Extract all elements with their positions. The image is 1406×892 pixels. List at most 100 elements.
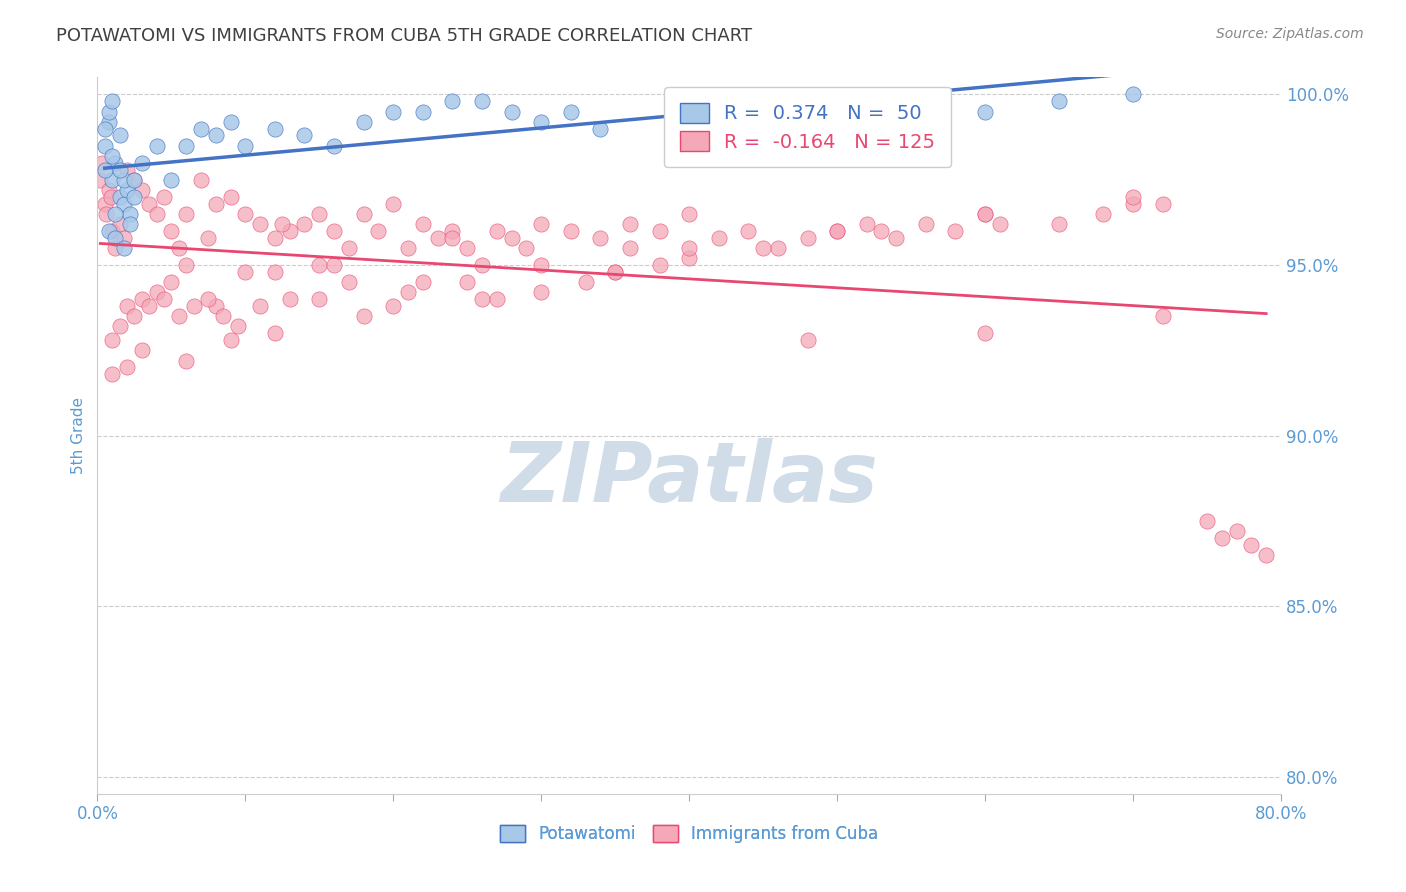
Point xyxy=(118,217,141,231)
Point xyxy=(1122,87,1144,102)
Point xyxy=(515,241,537,255)
Point xyxy=(108,217,131,231)
Point xyxy=(485,292,508,306)
Point xyxy=(945,224,967,238)
Point xyxy=(212,309,235,323)
Point xyxy=(145,207,167,221)
Point xyxy=(98,183,121,197)
Point xyxy=(204,299,226,313)
Point xyxy=(233,207,256,221)
Point xyxy=(124,173,146,187)
Point xyxy=(131,183,153,197)
Point xyxy=(233,138,256,153)
Point xyxy=(101,173,124,187)
Point xyxy=(190,173,212,187)
Point xyxy=(100,190,122,204)
Text: Source: ZipAtlas.com: Source: ZipAtlas.com xyxy=(1216,27,1364,41)
Point xyxy=(501,231,523,245)
Point xyxy=(94,121,117,136)
Point xyxy=(619,217,641,231)
Point xyxy=(308,258,330,272)
Point xyxy=(530,258,553,272)
Point xyxy=(456,275,478,289)
Point xyxy=(104,155,127,169)
Point xyxy=(131,292,153,306)
Point xyxy=(1225,524,1247,538)
Point xyxy=(456,241,478,255)
Point xyxy=(104,207,127,221)
Point xyxy=(115,360,138,375)
Point xyxy=(112,196,135,211)
Point xyxy=(249,217,271,231)
Point xyxy=(1152,309,1174,323)
Point xyxy=(174,138,197,153)
Point xyxy=(382,196,405,211)
Point xyxy=(825,95,848,109)
Point xyxy=(226,319,249,334)
Point xyxy=(974,207,997,221)
Point xyxy=(174,353,197,368)
Point xyxy=(678,251,700,265)
Point xyxy=(605,265,627,279)
Point xyxy=(855,217,877,231)
Point xyxy=(766,241,789,255)
Point xyxy=(441,224,464,238)
Point xyxy=(1122,196,1144,211)
Text: POTAWATOMI VS IMMIGRANTS FROM CUBA 5TH GRADE CORRELATION CHART: POTAWATOMI VS IMMIGRANTS FROM CUBA 5TH G… xyxy=(56,27,752,45)
Point xyxy=(678,104,700,119)
Point xyxy=(974,104,997,119)
Point xyxy=(974,207,997,221)
Point xyxy=(294,217,316,231)
Point xyxy=(271,217,294,231)
Point xyxy=(101,95,124,109)
Point xyxy=(560,104,582,119)
Point xyxy=(138,299,160,313)
Point xyxy=(796,231,818,245)
Point xyxy=(112,173,135,187)
Point xyxy=(988,217,1011,231)
Point xyxy=(367,224,389,238)
Point xyxy=(118,207,141,221)
Point xyxy=(900,104,922,119)
Point xyxy=(89,173,111,187)
Point xyxy=(530,285,553,300)
Point xyxy=(574,275,596,289)
Point xyxy=(278,224,301,238)
Point xyxy=(278,292,301,306)
Point xyxy=(382,104,405,119)
Point xyxy=(501,104,523,119)
Point xyxy=(323,224,346,238)
Point xyxy=(138,196,160,211)
Point xyxy=(648,258,671,272)
Point xyxy=(153,292,176,306)
Point xyxy=(441,231,464,245)
Point xyxy=(678,207,700,221)
Point xyxy=(90,155,112,169)
Point xyxy=(264,265,287,279)
Point xyxy=(471,258,494,272)
Point xyxy=(249,299,271,313)
Point xyxy=(471,95,494,109)
Point xyxy=(112,231,135,245)
Point xyxy=(94,138,117,153)
Point xyxy=(115,183,138,197)
Point xyxy=(870,224,893,238)
Point xyxy=(337,275,360,289)
Point xyxy=(752,241,775,255)
Point xyxy=(353,207,375,221)
Point xyxy=(174,258,197,272)
Point xyxy=(1152,196,1174,211)
Point xyxy=(264,326,287,341)
Point xyxy=(101,149,124,163)
Point xyxy=(308,207,330,221)
Point xyxy=(396,241,419,255)
Point xyxy=(160,275,183,289)
Point xyxy=(112,241,135,255)
Point xyxy=(323,258,346,272)
Point xyxy=(915,217,938,231)
Point xyxy=(1240,538,1263,552)
Point xyxy=(485,224,508,238)
Text: ZIPatlas: ZIPatlas xyxy=(501,438,879,519)
Point xyxy=(412,217,434,231)
Point xyxy=(233,265,256,279)
